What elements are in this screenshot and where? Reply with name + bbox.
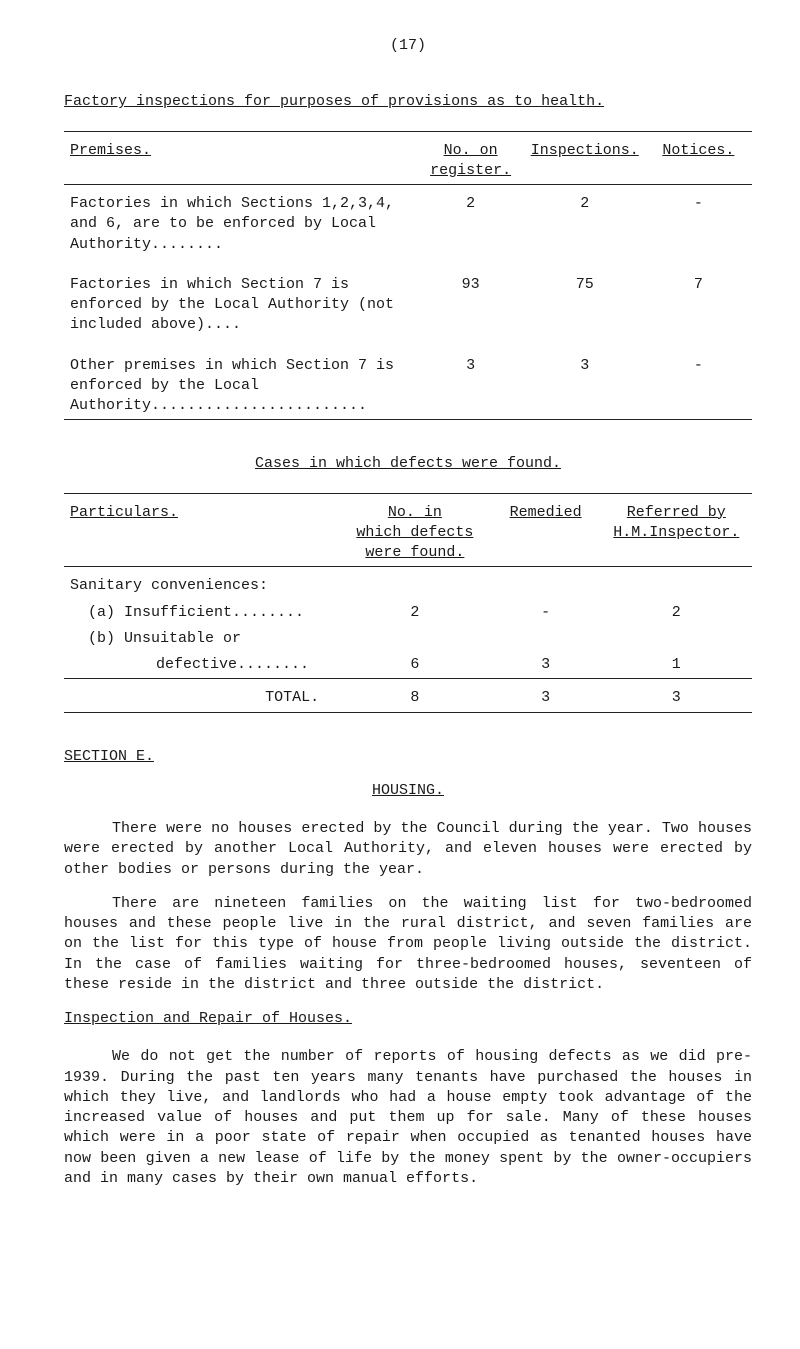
paragraph: There were no houses erected by the Coun… (64, 819, 752, 880)
table-row: Factories in which Sections 1,2,3,4, and… (64, 191, 752, 258)
heading-housing: HOUSING. (64, 781, 752, 801)
th-register: register. (430, 162, 511, 179)
table-row: Sanitary conveniences: (64, 573, 752, 599)
cell-value: 2 (416, 191, 524, 258)
th-which-defects: which defects (356, 524, 473, 541)
page-number: (17) (64, 36, 752, 56)
cell-value: 2 (525, 191, 645, 258)
cell-total: 3 (491, 685, 601, 712)
table-row: defective........ 6 3 1 (64, 652, 752, 679)
cell-value: 7 (645, 272, 752, 339)
cell-value: 3 (491, 652, 601, 679)
cell-value: 3 (416, 353, 524, 420)
th-remedied: Remedied (510, 504, 582, 521)
paragraph: We do not get the number of reports of h… (64, 1047, 752, 1189)
cell-value: 3 (525, 353, 645, 420)
cell-total: 8 (339, 685, 490, 712)
cell-label: Other premises in which Section 7 is enf… (64, 353, 416, 420)
cell-label: Factories in which Sections 1,2,3,4, and… (64, 191, 416, 258)
heading-inspection-repair: Inspection and Repair of Houses. (64, 1009, 752, 1029)
table-row-total: TOTAL. 8 3 3 (64, 685, 752, 712)
cell-label: Factories in which Section 7 is enforced… (64, 272, 416, 339)
cell-label: defective........ (64, 652, 339, 679)
th-no-in: No. in (388, 504, 442, 521)
table-defects: Particulars. No. in which defects were f… (64, 493, 752, 719)
heading-section-e: SECTION E. (64, 747, 752, 767)
paragraph-text: We do not get the number of reports of h… (64, 1048, 752, 1187)
cell-value: - (645, 353, 752, 420)
table-row: (a) Insufficient........ 2 - 2 (64, 600, 752, 626)
th-particulars: Particulars. (70, 504, 178, 521)
paragraph-text: There were no houses erected by the Coun… (64, 820, 752, 878)
heading-factory-inspections: Factory inspections for purposes of prov… (64, 92, 752, 112)
table-row: (b) Unsuitable or (64, 626, 752, 652)
th-premises: Premises. (70, 142, 151, 159)
cell-value: 1 (601, 652, 752, 679)
cell-value: 6 (339, 652, 490, 679)
cell-label: (a) Insufficient........ (64, 600, 339, 626)
heading-cases-defects: Cases in which defects were found. (64, 454, 752, 474)
cell-value: 93 (416, 272, 524, 339)
th-notices: Notices. (662, 142, 734, 159)
cell-total: 3 (601, 685, 752, 712)
cell-value: 2 (601, 600, 752, 626)
cell-value: - (645, 191, 752, 258)
th-were-found: were found. (365, 544, 464, 561)
cell-label: Sanitary conveniences: (64, 573, 339, 599)
th-hm-inspector: H.M.Inspector. (613, 524, 739, 541)
cell-total-label: TOTAL. (64, 685, 339, 712)
paragraph-text: There are nineteen families on the waiti… (64, 895, 752, 993)
table-row: Factories in which Section 7 is enforced… (64, 272, 752, 339)
th-no-on: No. on (444, 142, 498, 159)
cell-value: 2 (339, 600, 490, 626)
table-factory-inspections: Premises. No. on register. Inspections. … (64, 131, 752, 427)
cell-value: - (491, 600, 601, 626)
th-referred-by: Referred by (627, 504, 726, 521)
paragraph: There are nineteen families on the waiti… (64, 894, 752, 995)
cell-label: (b) Unsuitable or (64, 626, 339, 652)
cell-value: 75 (525, 272, 645, 339)
table-row: Other premises in which Section 7 is enf… (64, 353, 752, 420)
th-inspections: Inspections. (531, 142, 639, 159)
